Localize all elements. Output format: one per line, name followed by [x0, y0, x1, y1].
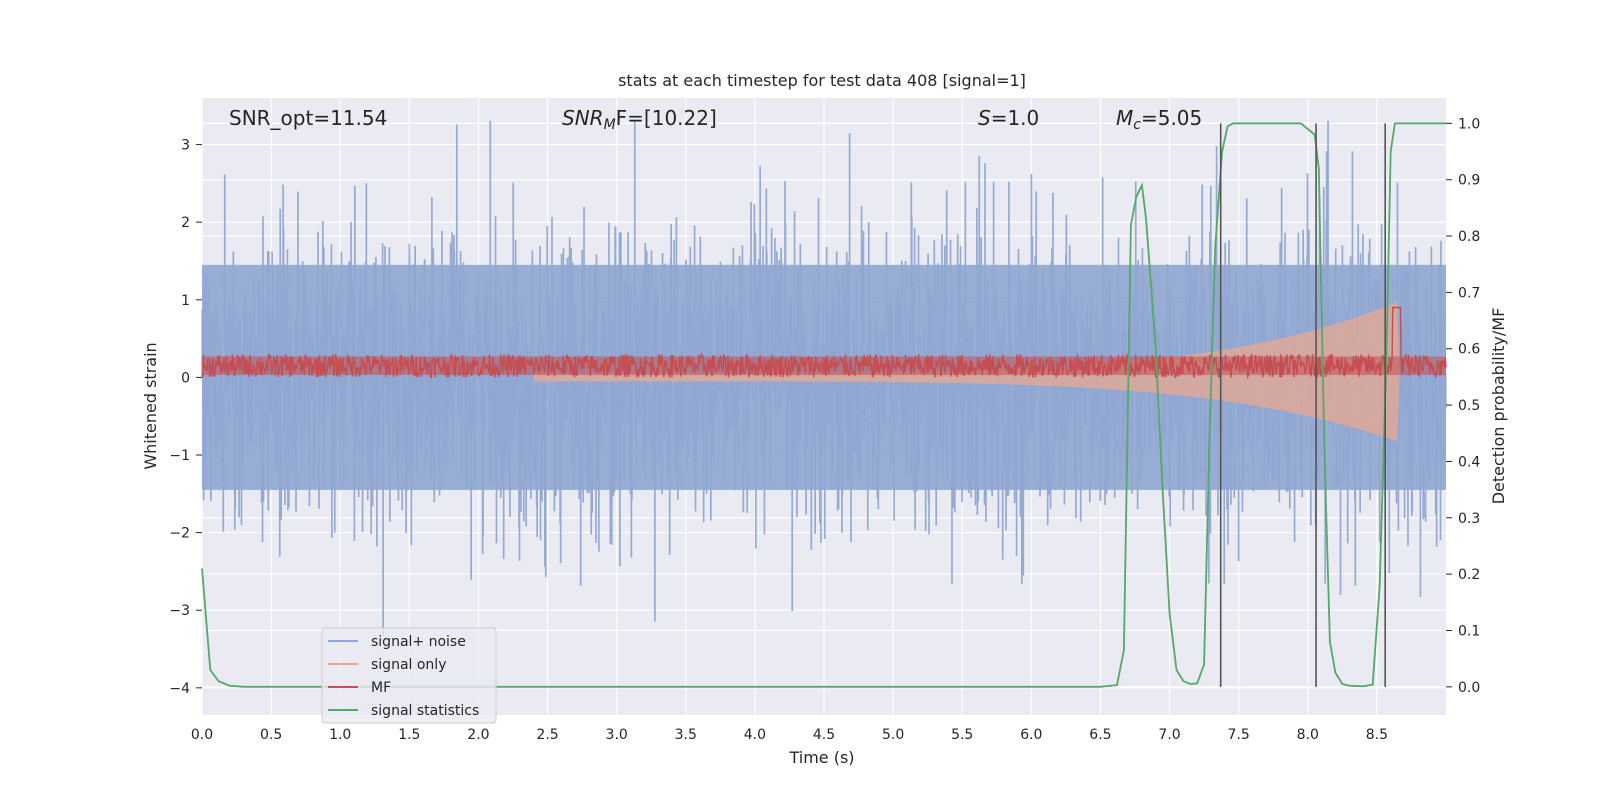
mc-main: M — [1116, 106, 1133, 130]
y-tick-label: 3 — [181, 138, 190, 154]
y-tick-label: −4 — [169, 681, 190, 697]
mc-rest: =5.05 — [1141, 106, 1202, 130]
y2-tick-label: 0.1 — [1458, 623, 1480, 639]
s-rest: =1.0 — [991, 106, 1040, 130]
legend-label-stat: signal statistics — [371, 703, 479, 719]
legend-label-signal: signal only — [371, 657, 446, 673]
y-tick-label: −1 — [169, 448, 190, 464]
y2-tick-label: 1.0 — [1458, 116, 1480, 132]
x-tick-label: 0.5 — [260, 727, 282, 743]
snr-mf-annotation: SNRMF=[10.22] — [562, 106, 717, 133]
x-tick-label: 5.0 — [882, 727, 904, 743]
x-tick-label: 4.5 — [813, 727, 835, 743]
x-tick-label: 3.5 — [675, 727, 697, 743]
x-tick-label: 4.0 — [744, 727, 766, 743]
legend-label-noise: signal+ noise — [371, 634, 466, 650]
x-tick-label: 2.0 — [467, 727, 489, 743]
y2-tick-label: 0.7 — [1458, 285, 1480, 301]
x-tick-label: 6.0 — [1020, 727, 1042, 743]
y2-tick-label: 0.9 — [1458, 173, 1480, 189]
y-tick-label: 1 — [181, 293, 190, 309]
legend-box — [321, 627, 497, 724]
chart-legend: signal+ noise signal only MF signal stat… — [321, 627, 497, 724]
x-tick-label: 2.5 — [536, 727, 558, 743]
x-tick-label: 8.0 — [1297, 727, 1319, 743]
s-main: S — [978, 106, 991, 130]
y-tick-label: 2 — [181, 215, 190, 231]
y-axis-label: Whitened strain — [141, 342, 160, 469]
y2-axis-label: Detection probability/MF — [1489, 308, 1508, 505]
x-tick-label: 1.0 — [329, 727, 351, 743]
x-tick-label: 7.0 — [1158, 727, 1180, 743]
snr-mf-sub: M — [604, 117, 616, 133]
chart-title: stats at each timestep for test data 408… — [618, 71, 1026, 90]
y2-tick-label: 0.0 — [1458, 680, 1480, 696]
y-tick-label: 0 — [181, 370, 190, 386]
legend-label-mf: MF — [371, 680, 391, 696]
snr-mf-main: SNR — [562, 106, 604, 130]
y-tick-label: −2 — [169, 526, 190, 542]
mc-sub: c — [1133, 117, 1141, 133]
y2-tick-label: 0.5 — [1458, 398, 1480, 414]
mc-annotation: Mc=5.05 — [1116, 106, 1202, 133]
y2-tick-label: 0.6 — [1458, 342, 1480, 358]
x-tick-label: 5.5 — [951, 727, 973, 743]
y2-tick-label: 0.2 — [1458, 567, 1480, 583]
mf-band — [202, 356, 1446, 376]
x-tick-label: 8.5 — [1366, 727, 1388, 743]
snr-mf-rest: F=[10.22] — [616, 106, 717, 130]
x-tick-label: 7.5 — [1228, 727, 1250, 743]
x-tick-label: 1.5 — [398, 727, 420, 743]
x-tick-label: 0.0 — [191, 727, 213, 743]
y-tick-label: −3 — [169, 603, 190, 619]
x-tick-label: 3.0 — [606, 727, 628, 743]
s-annotation: S=1.0 — [978, 106, 1039, 130]
y2-tick-label: 0.8 — [1458, 229, 1480, 245]
signal-statistics-series — [201, 122, 1446, 688]
x-tick-label: 6.5 — [1089, 727, 1111, 743]
snr-opt-annotation: SNR_opt=11.54 — [229, 106, 387, 130]
y2-tick-label: 0.4 — [1458, 454, 1480, 470]
y2-tick-label: 0.3 — [1458, 511, 1480, 527]
x-axis-label: Time (s) — [788, 748, 854, 767]
